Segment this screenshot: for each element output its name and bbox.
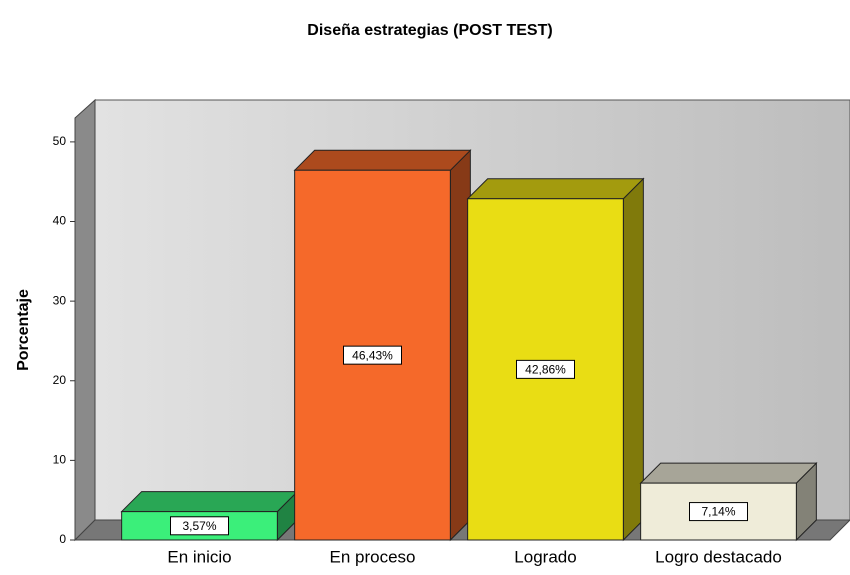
y-tick-label: 40	[53, 214, 67, 228]
bar	[466, 177, 645, 542]
x-tick-label: Logrado	[514, 547, 576, 566]
y-tick-label: 50	[53, 134, 67, 148]
bar-top	[639, 462, 818, 484]
y-tick-label: 30	[53, 293, 67, 307]
data-label-box	[516, 359, 575, 379]
y-tick-label: 20	[53, 373, 67, 387]
bar-top	[120, 491, 299, 513]
x-tick-label: En inicio	[167, 547, 231, 566]
data-label: 46,43%	[352, 348, 393, 362]
y-tick-label: 0	[59, 532, 66, 546]
data-label: 42,86%	[525, 363, 566, 377]
y-tick-label: 10	[53, 453, 67, 467]
data-label-box	[343, 345, 402, 365]
bar-top	[466, 178, 645, 200]
data-label: 3,57%	[182, 519, 216, 533]
chart-title: Diseña estrategias (POST TEST)	[307, 22, 552, 39]
bar-top	[293, 149, 472, 171]
bar	[293, 149, 472, 542]
data-label-box	[170, 516, 229, 536]
data-label-box	[689, 502, 748, 522]
left-wall	[74, 98, 96, 542]
bar	[639, 461, 818, 542]
data-label: 7,14%	[701, 505, 735, 519]
y-axis-label: Porcentaje	[15, 289, 32, 371]
x-tick-label: En proceso	[330, 547, 416, 566]
x-tick-label: Logro destacado	[655, 547, 782, 566]
